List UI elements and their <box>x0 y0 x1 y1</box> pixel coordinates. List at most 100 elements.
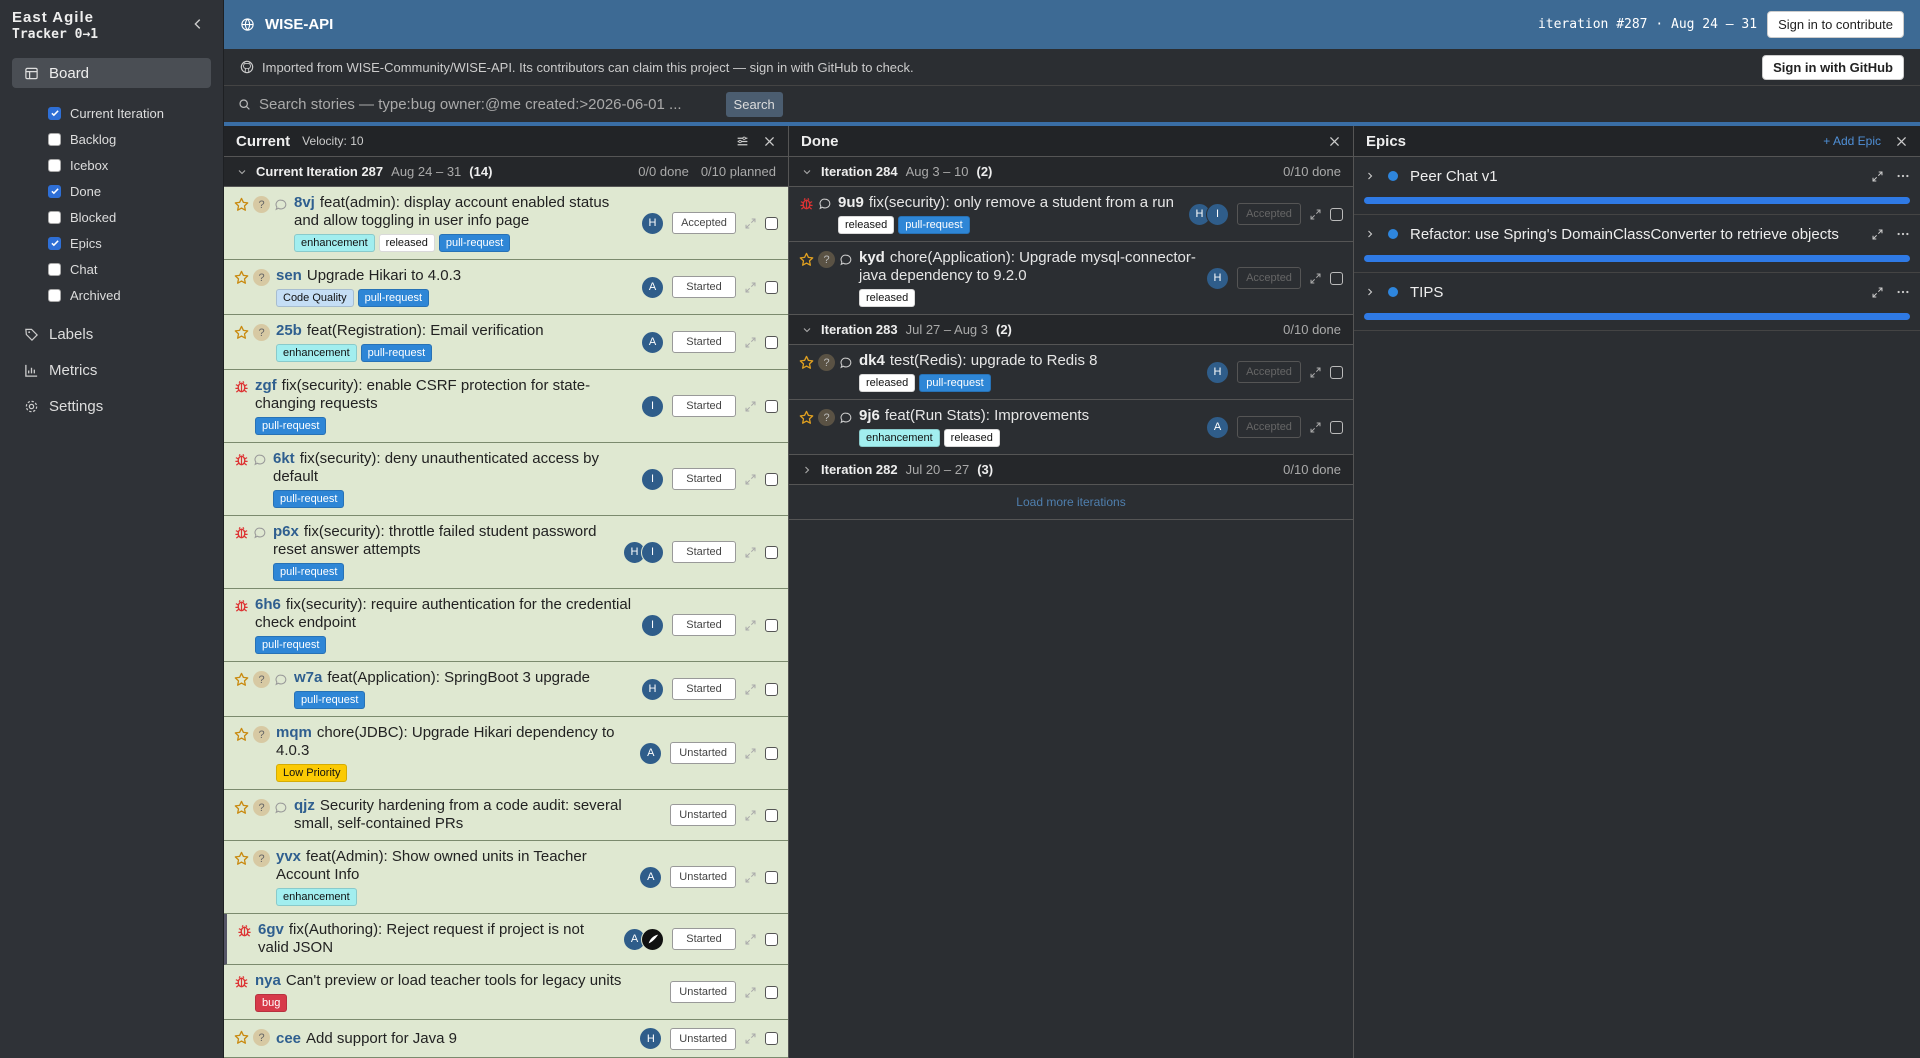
state-button[interactable]: Unstarted <box>670 742 736 764</box>
search-button[interactable]: Search <box>725 91 783 117</box>
nav-item[interactable]: Labels <box>0 316 223 352</box>
state-button[interactable]: Started <box>672 614 736 636</box>
expand-icon[interactable] <box>744 546 757 559</box>
board-item[interactable]: Current Iteration <box>0 100 223 126</box>
state-button[interactable]: Accepted <box>1237 267 1301 289</box>
story-row[interactable]: 6gv fix(Authoring): Reject request if pro… <box>224 914 788 965</box>
select-checkbox[interactable] <box>765 985 778 999</box>
expand-icon[interactable] <box>1872 229 1883 239</box>
state-button[interactable]: Unstarted <box>670 866 736 888</box>
select-checkbox[interactable] <box>765 399 778 413</box>
more-icon[interactable] <box>1897 174 1900 178</box>
expand-icon[interactable] <box>745 1033 756 1044</box>
expand-icon[interactable] <box>744 217 757 230</box>
close-icon[interactable] <box>1328 135 1341 148</box>
expand-icon[interactable] <box>1872 287 1883 297</box>
expand-icon[interactable] <box>1310 422 1321 432</box>
expand-icon[interactable] <box>1309 366 1322 379</box>
select-checkbox[interactable] <box>1330 365 1343 379</box>
board-item[interactable]: Archived <box>0 282 223 308</box>
state-button[interactable]: Started <box>672 331 736 353</box>
more-icon[interactable] <box>1906 174 1909 178</box>
more-icon[interactable] <box>1901 232 1905 236</box>
more-icon[interactable] <box>1896 285 1910 299</box>
chevron-icon[interactable] <box>1368 288 1373 296</box>
select-checkbox[interactable] <box>1330 271 1343 285</box>
chevron-icon[interactable] <box>1364 286 1376 298</box>
state-button[interactable]: Started <box>672 928 736 950</box>
expand-icon[interactable] <box>1310 367 1321 377</box>
story-row[interactable]: ? yvx feat(Admin): Show owned units in Tea… <box>224 841 788 914</box>
select-checkbox[interactable] <box>765 808 778 822</box>
chevron-icon[interactable] <box>803 169 811 174</box>
expand-icon[interactable] <box>744 809 757 822</box>
chevron-icon[interactable] <box>238 169 246 174</box>
state-button[interactable]: Started <box>672 276 736 298</box>
expand-icon[interactable] <box>744 986 757 999</box>
epic[interactable]: Peer Chat v1 <box>1354 157 1920 215</box>
state-button[interactable]: Accepted <box>1237 203 1301 225</box>
story-row[interactable]: zgf fix(security): enable CSRF protection… <box>224 370 788 443</box>
estimate[interactable]: ? <box>818 354 835 371</box>
estimate[interactable]: ? <box>818 409 835 426</box>
select-checkbox[interactable] <box>765 682 778 696</box>
state-button[interactable]: Unstarted <box>670 1027 736 1050</box>
sign-in-button[interactable]: Sign in to contribute <box>1767 11 1904 38</box>
more-icon[interactable] <box>1901 290 1905 294</box>
chevron-icon[interactable] <box>801 464 813 476</box>
expand-icon[interactable] <box>745 547 756 557</box>
story-row[interactable]: ? qjz Security hardening from a code audit… <box>224 790 788 841</box>
estimate[interactable]: ? <box>253 726 270 743</box>
expand-icon[interactable] <box>1310 273 1321 283</box>
search-input[interactable]: Search stories — type:bug owner:@me crea… <box>259 95 682 113</box>
expand-icon[interactable] <box>744 619 757 632</box>
iteration-header[interactable]: Iteration 282 Jul 20 – 27 (3) 0/10 done <box>789 455 1353 485</box>
expand-icon[interactable] <box>744 933 757 946</box>
expand-icon[interactable] <box>745 810 756 820</box>
estimate[interactable]: ? <box>253 850 270 867</box>
expand-icon[interactable] <box>745 872 756 882</box>
state-button[interactable]: Started <box>672 678 736 700</box>
select-checkbox[interactable] <box>765 545 778 559</box>
select-checkbox[interactable] <box>765 870 778 884</box>
board-item[interactable]: Backlog <box>0 126 223 152</box>
chevron-icon[interactable] <box>236 166 248 178</box>
story-row[interactable]: ? 9j6 feat(Run Stats): Improvements enhance… <box>789 400 1353 455</box>
state-button[interactable]: Started <box>672 468 736 490</box>
select-checkbox[interactable] <box>1330 207 1343 221</box>
story-row[interactable]: ? dk4 test(Redis): upgrade to Redis 8 relea… <box>789 345 1353 400</box>
select-checkbox[interactable] <box>765 618 778 632</box>
close-icon[interactable] <box>763 135 776 148</box>
board-nav[interactable]: Board <box>12 58 211 88</box>
expand-icon[interactable] <box>1309 208 1322 221</box>
expand-icon[interactable] <box>744 281 757 294</box>
epic[interactable]: TIPS <box>1354 273 1920 331</box>
nav-item[interactable]: Metrics <box>0 352 223 388</box>
story-row[interactable]: ? cee Add support for Java 9 H Unstarted <box>224 1020 788 1058</box>
epic[interactable]: Refactor: use Spring's DomainClassConver… <box>1354 215 1920 273</box>
board-item[interactable]: Icebox <box>0 152 223 178</box>
estimate[interactable]: ? <box>253 269 270 286</box>
story-row[interactable]: ? w7a feat(Application): SpringBoot 3 upgr… <box>224 662 788 717</box>
expand-icon[interactable] <box>1871 228 1884 241</box>
chevron-icon[interactable] <box>803 327 811 332</box>
expand-icon[interactable] <box>745 218 756 228</box>
board-item[interactable]: Blocked <box>0 204 223 230</box>
state-button[interactable]: Accepted <box>1237 416 1301 438</box>
add-epic[interactable]: + Add Epic <box>1823 134 1881 148</box>
expand-icon[interactable] <box>1872 171 1883 181</box>
chevron-icon[interactable] <box>1364 170 1376 182</box>
collapse-icon[interactable] <box>194 19 201 29</box>
chevron-icon[interactable] <box>1368 230 1373 238</box>
chevron-icon[interactable] <box>1368 172 1373 180</box>
story-row[interactable]: 6kt fix(security): deny unauthenticated a… <box>224 443 788 516</box>
close-icon[interactable] <box>1329 136 1340 146</box>
select-checkbox[interactable] <box>765 1032 778 1045</box>
estimate[interactable]: ? <box>253 324 270 341</box>
story-row[interactable]: ? kyd chore(Application): Upgrade mysql-co… <box>789 242 1353 315</box>
expand-icon[interactable] <box>1871 170 1884 183</box>
estimate[interactable]: ? <box>253 1029 270 1046</box>
select-checkbox[interactable] <box>765 335 778 349</box>
github-button[interactable]: Sign in with GitHub <box>1762 54 1904 80</box>
expand-icon[interactable] <box>744 683 757 696</box>
